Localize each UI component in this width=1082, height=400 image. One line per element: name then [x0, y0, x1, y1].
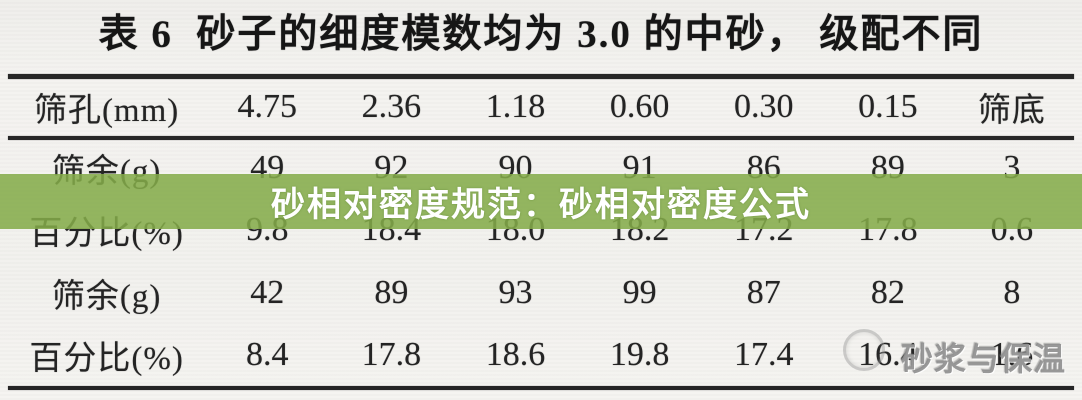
- sieve-analysis-table: 筛孔(mm) 4.75 2.36 1.18 0.60 0.30 0.15 筛底 …: [8, 78, 1074, 386]
- data-cell: 93: [498, 273, 533, 311]
- header-divider-rule: [8, 136, 1074, 140]
- data-cell: 17.8: [361, 336, 422, 373]
- data-cell: 87: [746, 273, 781, 311]
- data-cell: 99: [622, 273, 657, 311]
- data-cell: 16.4: [858, 336, 918, 373]
- data-cell: 8: [1003, 273, 1021, 311]
- data-cell: 82: [870, 273, 905, 311]
- data-cell: 19.8: [609, 336, 670, 373]
- data-cell: 1.6: [990, 336, 1034, 373]
- row-label: 百分比(%): [29, 341, 184, 377]
- header-cell: 筛孔(mm): [33, 93, 180, 129]
- overlay-banner-text: 砂相对密度规范：砂相对密度公式: [271, 186, 811, 224]
- row-label: 筛余(g): [51, 278, 162, 315]
- header-cell: 1.18: [485, 88, 546, 125]
- overlay-banner: 砂相对密度规范：砂相对密度公式: [0, 174, 1082, 229]
- data-cell: 89: [374, 273, 409, 311]
- table-top-rule: [8, 74, 1074, 79]
- header-cell: 4.75: [237, 88, 298, 125]
- data-cell: 18.6: [485, 336, 546, 373]
- header-cell: 2.36: [361, 88, 422, 125]
- header-cell: 0.60: [609, 88, 670, 125]
- table-title: 表 6 砂子的细度模数均为 3.0 的中砂， 级配不同: [98, 13, 984, 56]
- data-cell: 8.4: [246, 336, 289, 373]
- table-bottom-rule: [8, 386, 1074, 390]
- data-cell: 17.4: [733, 336, 794, 373]
- header-cell: 0.30: [733, 88, 794, 125]
- data-cell: 42: [250, 273, 285, 311]
- header-cell: 筛底: [977, 93, 1046, 129]
- header-cell: 0.15: [858, 88, 918, 125]
